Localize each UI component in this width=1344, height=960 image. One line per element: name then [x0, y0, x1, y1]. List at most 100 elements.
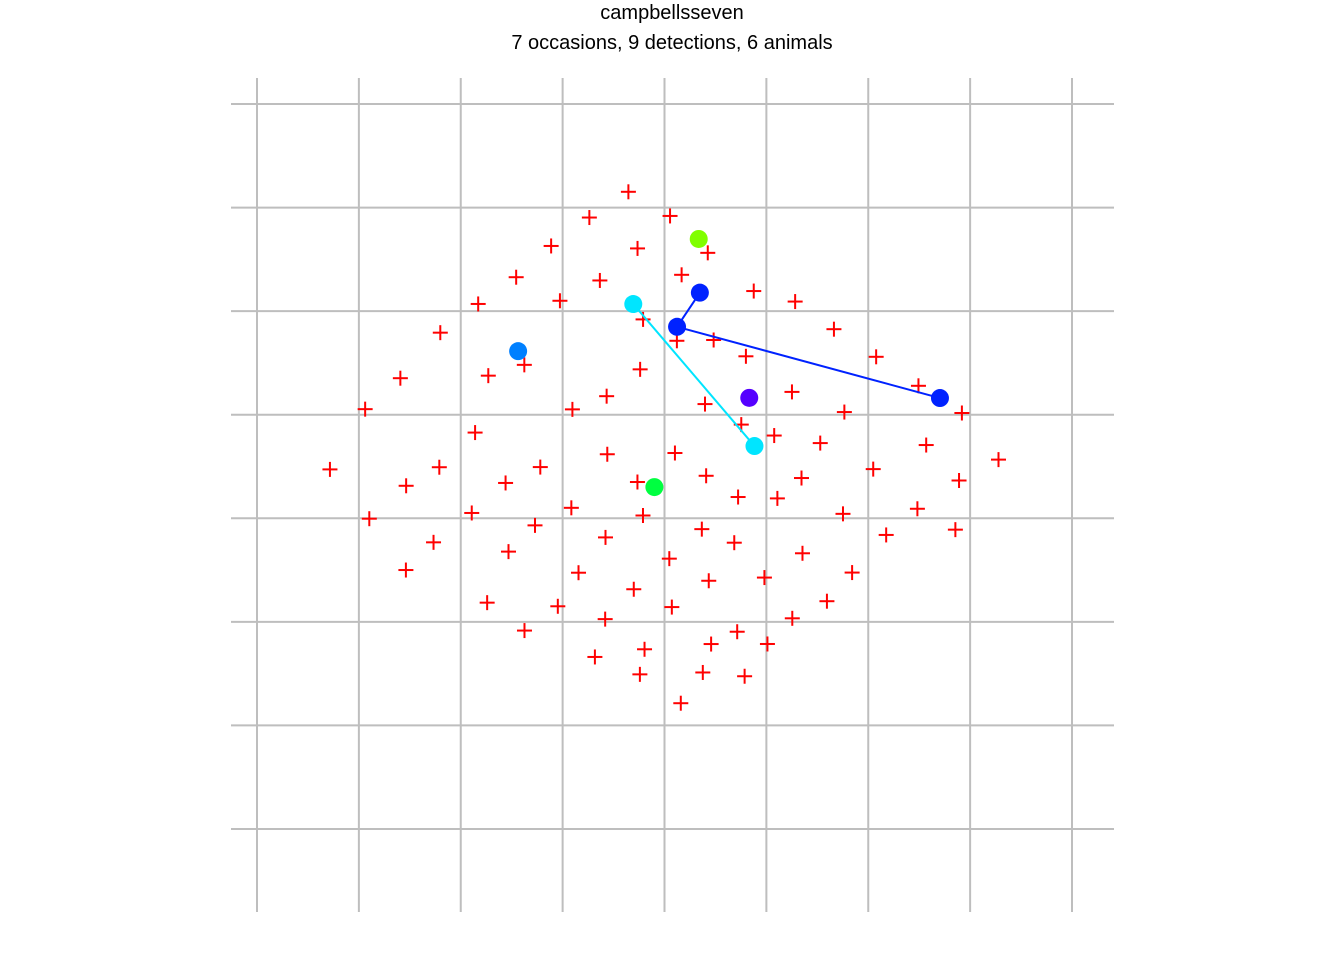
detections	[509, 229, 949, 497]
trap-marker	[759, 636, 775, 652]
trap-marker	[620, 184, 636, 200]
trap-marker	[597, 611, 613, 627]
detection-point	[624, 295, 643, 314]
trap-marker	[697, 396, 713, 412]
trap-marker	[635, 508, 651, 524]
trap-marker	[667, 445, 683, 461]
trap-marker	[706, 332, 722, 348]
trap-marker	[550, 598, 566, 614]
trap-marker	[630, 240, 646, 256]
trap-marker	[819, 593, 835, 609]
trap-marker	[794, 545, 810, 561]
trap-marker	[516, 357, 532, 373]
trap-marker	[498, 475, 514, 491]
trap-marker	[501, 544, 517, 560]
trap-marker	[470, 296, 486, 312]
trap-marker	[632, 666, 648, 682]
trap-marker	[700, 245, 716, 261]
trap-marker	[878, 527, 894, 543]
trap-marker	[784, 610, 800, 626]
traps	[322, 184, 1006, 711]
trap-marker	[552, 293, 568, 309]
trap-marker	[787, 294, 803, 310]
trap-marker	[543, 238, 559, 254]
trap-marker	[729, 624, 745, 640]
trap-marker	[947, 522, 963, 538]
trap-marker	[844, 565, 860, 581]
trap-marker	[464, 505, 480, 521]
trap-marker	[632, 361, 648, 377]
trap-marker	[480, 368, 496, 384]
trap-marker	[835, 506, 851, 522]
trap-marker	[398, 478, 414, 494]
trap-marker	[865, 461, 881, 477]
trap-marker	[910, 378, 926, 394]
trap-marker	[726, 535, 742, 551]
trap-marker	[794, 470, 810, 486]
trap-marker	[571, 565, 587, 581]
trap-marker	[587, 649, 603, 665]
trap-marker	[467, 425, 483, 441]
trap-marker	[954, 405, 970, 421]
trap-marker	[756, 570, 772, 586]
trap-marker	[479, 595, 495, 611]
trap-marker	[918, 437, 934, 453]
trap-marker	[392, 370, 408, 386]
trap-marker	[746, 283, 762, 299]
trap-marker	[599, 446, 615, 462]
trap-marker	[784, 384, 800, 400]
detection-point	[509, 342, 528, 361]
detection-point	[740, 388, 759, 407]
trap-marker	[737, 668, 753, 684]
chart-title: campbellsseven	[600, 2, 743, 24]
detection-point	[668, 317, 687, 336]
trap-marker	[426, 534, 442, 550]
trap-marker	[516, 623, 532, 639]
trap-marker	[694, 521, 710, 537]
trap-marker	[432, 325, 448, 341]
trap-marker	[592, 272, 608, 288]
trap-marker	[564, 401, 580, 417]
trap-marker	[629, 474, 645, 490]
detection-point	[745, 437, 764, 456]
trap-marker	[637, 641, 653, 657]
trap-marker	[597, 529, 613, 545]
trap-marker	[626, 581, 642, 597]
trap-marker	[662, 208, 678, 224]
animal-track	[632, 303, 756, 447]
movement-tracks	[632, 292, 941, 447]
trap-marker	[695, 664, 711, 680]
trap-marker	[990, 452, 1006, 468]
trap-marker	[357, 401, 373, 417]
trap-marker	[664, 599, 680, 615]
trap-marker	[769, 490, 785, 506]
trap-marker	[527, 517, 543, 533]
trap-marker	[581, 210, 597, 226]
detection-point	[645, 478, 664, 497]
trap-marker	[508, 269, 524, 285]
trap-marker	[674, 267, 690, 283]
animal-track	[675, 292, 941, 400]
trap-marker	[698, 468, 714, 484]
trap-marker	[673, 695, 689, 711]
trap-marker	[909, 501, 925, 517]
trap-marker	[826, 321, 842, 337]
trap-marker	[599, 388, 615, 404]
chart-subtitle: 7 occasions, 9 detections, 6 animals	[511, 32, 832, 54]
trap-marker	[563, 500, 579, 516]
trap-marker	[868, 349, 884, 365]
grid	[231, 78, 1114, 912]
trap-marker	[661, 551, 677, 567]
trap-marker	[361, 511, 377, 527]
detection-point	[930, 389, 949, 408]
trap-marker	[730, 489, 746, 505]
detection-point	[690, 283, 709, 302]
trap-marker	[701, 573, 717, 589]
trap-marker	[532, 459, 548, 475]
trap-marker	[703, 636, 719, 652]
trap-marker	[812, 435, 828, 451]
trap-marker	[398, 562, 414, 578]
detection-point	[689, 229, 708, 248]
trap-marker	[322, 461, 338, 477]
